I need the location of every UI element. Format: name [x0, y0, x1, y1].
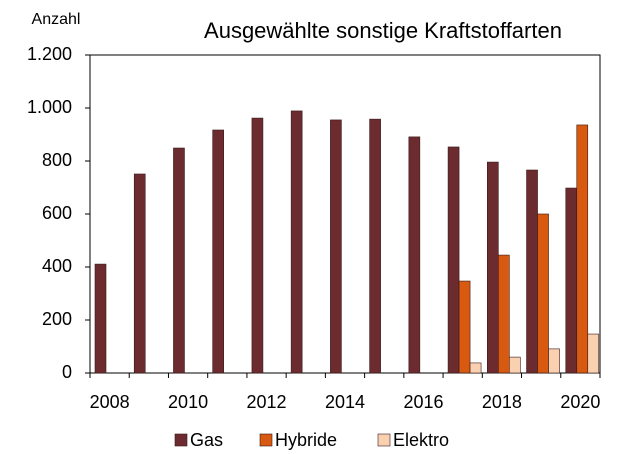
y-tick-label: 800: [42, 150, 72, 170]
bar: [565, 187, 578, 374]
x-tick-label: 2020: [560, 392, 600, 412]
legend-swatch: [377, 433, 391, 447]
bar: [251, 117, 264, 374]
bar: [330, 119, 342, 374]
bar: [133, 173, 146, 374]
x-tick-label: 2016: [403, 392, 443, 412]
legend-swatch: [259, 433, 273, 447]
legend-label: Gas: [190, 430, 223, 450]
legend-swatch: [174, 433, 188, 447]
bar: [548, 348, 560, 374]
x-tick-label: 2008: [90, 392, 130, 412]
bar: [537, 213, 549, 374]
legend-label: Hybride: [275, 430, 337, 450]
bar: [447, 146, 460, 374]
bar: [290, 110, 303, 374]
bar: [94, 263, 107, 374]
y-tick-label: 1.200: [27, 44, 72, 64]
y-tick-label: 1.000: [27, 97, 72, 117]
bar: [369, 118, 381, 374]
bar: [587, 333, 600, 374]
y-tick-label: 400: [42, 256, 72, 276]
bar: [408, 136, 421, 374]
y-axis-label: Anzahl: [32, 11, 81, 28]
y-tick-label: 200: [42, 309, 72, 329]
bar: [576, 124, 589, 374]
x-tick-label: 2018: [482, 392, 522, 412]
x-tick-label: 2014: [325, 392, 365, 412]
bar: [526, 169, 538, 374]
y-tick-label: 600: [42, 203, 72, 223]
y-tick-label: 0: [62, 362, 72, 382]
bar: [173, 147, 185, 374]
bar: [509, 356, 521, 374]
bar: [212, 129, 224, 374]
bar: [469, 362, 482, 374]
chart-title: Ausgewählte sonstige Kraftstoffarten: [204, 18, 562, 43]
x-tick-label: 2010: [168, 392, 208, 412]
bar: [498, 254, 510, 374]
legend-label: Elektro: [393, 430, 449, 450]
x-tick-label: 2012: [247, 392, 287, 412]
bar: [487, 161, 499, 374]
bar: [458, 280, 471, 374]
plot-frame: [89, 54, 601, 374]
